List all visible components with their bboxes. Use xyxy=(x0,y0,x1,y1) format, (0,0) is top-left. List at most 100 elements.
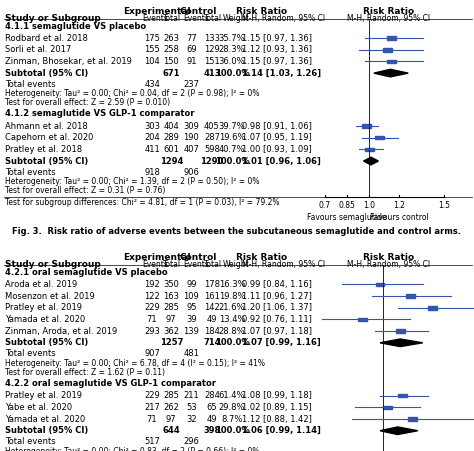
Text: 28.8%: 28.8% xyxy=(219,327,246,336)
Text: 29.8%: 29.8% xyxy=(219,403,246,412)
Bar xyxy=(358,318,367,321)
Text: Heterogeneity: Tau² = 0.00; Chi² = 6.78, df = 4 (I² = 0.15); I² = 41%: Heterogeneity: Tau² = 0.00; Chi² = 6.78,… xyxy=(5,359,264,368)
Text: Total events: Total events xyxy=(5,350,55,359)
Text: 1.0: 1.0 xyxy=(364,202,375,211)
Text: Heterogeneity: Tau² = 0.00; Chi² = 0.04, df = 2 (P = 0.98); I² = 0%: Heterogeneity: Tau² = 0.00; Chi² = 0.04,… xyxy=(5,89,259,98)
Bar xyxy=(408,417,417,421)
Text: Subtotal (95% CI): Subtotal (95% CI) xyxy=(5,426,88,435)
Text: 69: 69 xyxy=(186,45,197,54)
Text: 1.12 [0.88, 1.42]: 1.12 [0.88, 1.42] xyxy=(242,414,312,423)
Text: 97: 97 xyxy=(166,414,177,423)
Text: Events: Events xyxy=(142,260,168,269)
Text: Total events: Total events xyxy=(5,168,55,177)
Text: Ahmann et al. 2018: Ahmann et al. 2018 xyxy=(5,121,88,130)
Text: 0.85: 0.85 xyxy=(339,202,356,211)
Text: 49: 49 xyxy=(207,414,217,423)
Text: 289: 289 xyxy=(164,133,179,142)
Text: 296: 296 xyxy=(183,437,200,446)
Text: 104: 104 xyxy=(144,57,160,66)
Text: 151: 151 xyxy=(204,57,220,66)
Text: Control: Control xyxy=(179,7,217,16)
Text: Yamada et al. 2020: Yamada et al. 2020 xyxy=(5,414,85,423)
Text: 19.8%: 19.8% xyxy=(219,292,246,301)
Text: 0.99 [0.84, 1.16]: 0.99 [0.84, 1.16] xyxy=(242,280,312,289)
Text: 190: 190 xyxy=(183,133,199,142)
Text: Pratley et al. 2019: Pratley et al. 2019 xyxy=(5,303,82,312)
Text: 39: 39 xyxy=(186,315,197,324)
Text: Events: Events xyxy=(183,260,209,269)
Text: Risk Ratio: Risk Ratio xyxy=(236,7,287,16)
Text: 1.07 [0.97, 1.18]: 1.07 [0.97, 1.18] xyxy=(242,327,312,336)
Text: Experimental: Experimental xyxy=(123,7,191,16)
Text: 150: 150 xyxy=(164,57,179,66)
Text: 671: 671 xyxy=(163,69,180,78)
Text: 350: 350 xyxy=(164,280,179,289)
Polygon shape xyxy=(380,339,423,347)
Bar xyxy=(398,394,407,397)
Text: 4.1.1 semaglutide VS placebo: 4.1.1 semaglutide VS placebo xyxy=(5,22,146,31)
Text: Yamada et al. 2020: Yamada et al. 2020 xyxy=(5,315,85,324)
Bar xyxy=(387,60,396,63)
Text: Risk Ratio: Risk Ratio xyxy=(236,253,287,262)
Text: 133: 133 xyxy=(204,33,220,42)
Text: 184: 184 xyxy=(204,327,220,336)
Text: 21.6%: 21.6% xyxy=(219,303,246,312)
Text: M-H, Random, 95% CI: M-H, Random, 95% CI xyxy=(347,260,430,269)
Text: 1.5: 1.5 xyxy=(438,202,450,211)
Text: Rodbard et al. 2018: Rodbard et al. 2018 xyxy=(5,33,88,42)
Text: 1257: 1257 xyxy=(160,338,183,347)
Text: 644: 644 xyxy=(163,426,180,435)
Bar xyxy=(383,405,392,409)
Text: 53: 53 xyxy=(186,403,197,412)
Text: 517: 517 xyxy=(144,437,160,446)
Text: 1.07 [0.99, 1.16]: 1.07 [0.99, 1.16] xyxy=(242,338,321,347)
Text: 309: 309 xyxy=(183,121,200,130)
Text: 411: 411 xyxy=(144,145,160,154)
Text: 1.15 [0.97, 1.36]: 1.15 [0.97, 1.36] xyxy=(242,33,312,42)
Text: 1.15 [0.97, 1.36]: 1.15 [0.97, 1.36] xyxy=(242,57,312,66)
Text: M-H, Random, 95% CI: M-H, Random, 95% CI xyxy=(242,14,326,23)
Bar xyxy=(375,283,384,286)
Text: 95: 95 xyxy=(186,303,197,312)
Text: Yabe et al. 2020: Yabe et al. 2020 xyxy=(5,403,72,412)
Text: Total events: Total events xyxy=(5,80,55,89)
Text: 100.0%: 100.0% xyxy=(215,69,249,78)
Text: 71: 71 xyxy=(147,315,157,324)
Text: 8.7%: 8.7% xyxy=(221,414,243,423)
Text: 263: 263 xyxy=(163,33,179,42)
Text: Pratley et al. 2019: Pratley et al. 2019 xyxy=(5,391,82,400)
Text: 16.3%: 16.3% xyxy=(219,280,246,289)
Text: 1.2: 1.2 xyxy=(393,202,405,211)
Text: M-H, Random, 95% CI: M-H, Random, 95% CI xyxy=(242,260,326,269)
Text: Aroda et al. 2019: Aroda et al. 2019 xyxy=(5,280,77,289)
Text: 404: 404 xyxy=(164,121,179,130)
Text: Test for overall effect: Z = 2.59 (P = 0.010): Test for overall effect: Z = 2.59 (P = 0… xyxy=(5,98,170,107)
Text: Study or Subgroup: Study or Subgroup xyxy=(5,14,100,23)
Text: M-H, Random, 95% CI: M-H, Random, 95% CI xyxy=(347,14,430,23)
Text: 906: 906 xyxy=(183,168,200,177)
Text: Subtotal (95% CI): Subtotal (95% CI) xyxy=(5,156,88,166)
Text: 405: 405 xyxy=(204,121,220,130)
Text: Study or Subgroup: Study or Subgroup xyxy=(5,260,100,269)
Text: 434: 434 xyxy=(144,80,160,89)
Text: 714: 714 xyxy=(203,338,221,347)
Text: 303: 303 xyxy=(144,121,160,130)
Text: Risk Ratio: Risk Ratio xyxy=(363,253,414,262)
Text: 192: 192 xyxy=(144,280,160,289)
Text: 211: 211 xyxy=(183,391,199,400)
Polygon shape xyxy=(380,427,418,435)
Text: 1.01 [0.96, 1.06]: 1.01 [0.96, 1.06] xyxy=(242,156,321,166)
Text: 175: 175 xyxy=(144,33,160,42)
Text: 35.7%: 35.7% xyxy=(219,33,246,42)
Text: 142: 142 xyxy=(204,303,220,312)
Text: 4.2.2 oral semaglutide VS GLP-1 comparator: 4.2.2 oral semaglutide VS GLP-1 comparat… xyxy=(5,379,216,388)
Text: 163: 163 xyxy=(163,292,179,301)
Text: 1.06 [0.99, 1.14]: 1.06 [0.99, 1.14] xyxy=(242,426,321,435)
Text: Total: Total xyxy=(163,260,181,269)
Text: 362: 362 xyxy=(163,327,179,336)
Text: Zinman, Aroda, et al. 2019: Zinman, Aroda, et al. 2019 xyxy=(5,327,117,336)
Text: Heterogeneity: Tau² = 0.00; Chi² = 1.39, df = 2 (P = 0.50); I² = 0%: Heterogeneity: Tau² = 0.00; Chi² = 1.39,… xyxy=(5,177,259,186)
Text: 1.11 [0.96, 1.27]: 1.11 [0.96, 1.27] xyxy=(242,292,312,301)
Text: Zinman, Bhosekar, et al. 2019: Zinman, Bhosekar, et al. 2019 xyxy=(5,57,132,66)
Text: 1.20 [1.06, 1.37]: 1.20 [1.06, 1.37] xyxy=(242,303,312,312)
